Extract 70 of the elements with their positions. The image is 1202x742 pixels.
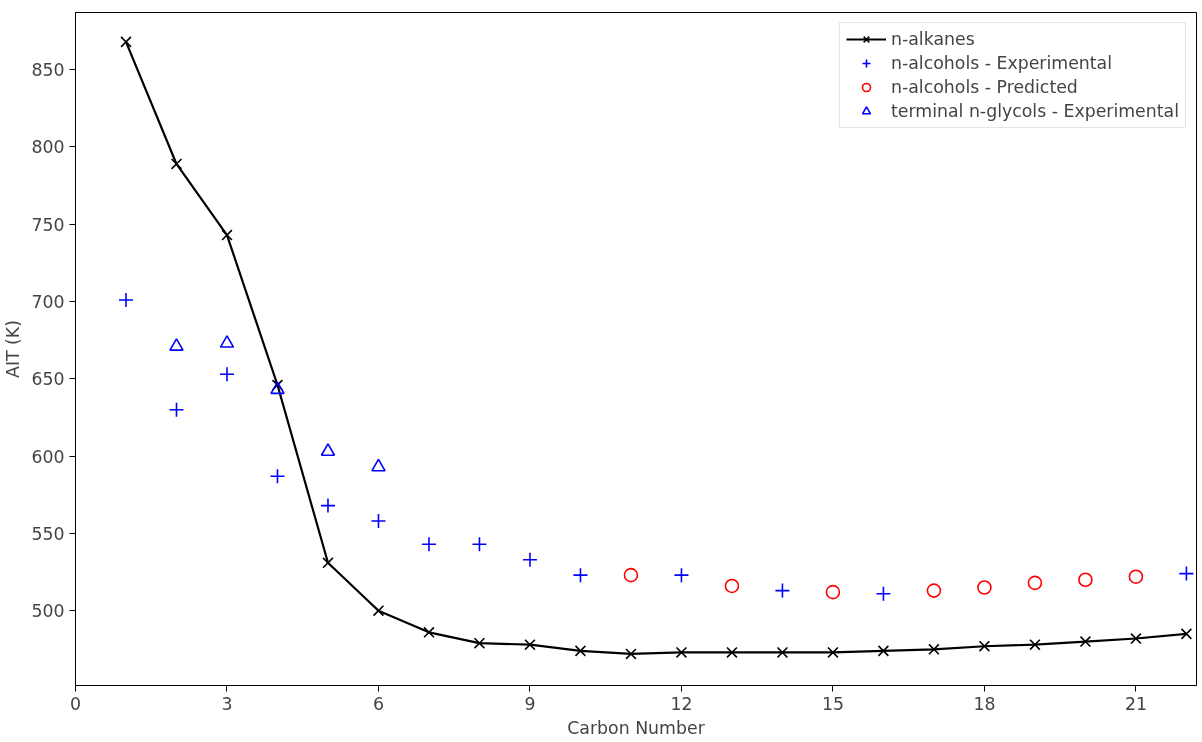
x-tick-label: 3 (221, 693, 233, 714)
point (320, 443, 336, 457)
y-tick-label: 500 (31, 601, 65, 622)
point (169, 338, 184, 351)
y-tick-label: 800 (31, 137, 65, 158)
y-tick-label: 750 (31, 214, 65, 235)
point (322, 557, 334, 569)
point (1180, 628, 1193, 640)
point (219, 334, 235, 348)
point (978, 640, 991, 652)
point (877, 645, 890, 657)
point (219, 366, 235, 382)
point (421, 536, 437, 553)
point (675, 646, 688, 659)
point (726, 646, 738, 659)
point (221, 229, 233, 241)
point (827, 646, 839, 659)
point (977, 580, 992, 595)
point (372, 604, 385, 617)
point (1027, 575, 1043, 591)
point (423, 626, 435, 639)
point (168, 401, 185, 418)
point (170, 158, 183, 170)
point (522, 551, 538, 568)
point (320, 497, 336, 514)
legend-label: n-alcohols - Predicted (891, 77, 1078, 97)
y-tick-label: 600 (31, 446, 65, 467)
y-tick-label: 700 (31, 292, 65, 313)
point (572, 567, 589, 583)
point (574, 645, 587, 657)
point (1178, 565, 1195, 582)
point (926, 583, 942, 598)
point (1079, 635, 1092, 648)
point (270, 381, 285, 395)
point (825, 584, 841, 600)
point (471, 536, 488, 553)
point (928, 643, 940, 656)
x-tick-label: 15 (821, 693, 844, 714)
point (774, 582, 791, 599)
x-axis-title: Carbon Number (567, 717, 706, 738)
point (625, 648, 637, 660)
point (371, 458, 386, 472)
x-tick-label: 6 (372, 693, 384, 714)
x-tick-label: 18 (973, 693, 996, 714)
legend-label: n-alkanes (891, 29, 975, 49)
point (118, 292, 134, 308)
point (724, 578, 740, 594)
x-tick-label: 9 (524, 693, 536, 714)
point (120, 36, 132, 48)
point (473, 637, 486, 649)
y-tick-label: 850 (31, 60, 65, 81)
x-tick-label: 0 (69, 693, 82, 714)
point (1029, 638, 1041, 651)
point (875, 585, 892, 602)
x-tick-label: 21 (1124, 693, 1147, 714)
point (370, 513, 387, 529)
point (269, 468, 286, 485)
x-tick-label: 12 (670, 693, 693, 714)
point (1078, 572, 1093, 588)
point (1130, 632, 1142, 645)
legend-label: terminal n-glycols - Experimental (891, 101, 1179, 121)
point (524, 638, 536, 651)
legend-label: n-alcohols - Experimental (891, 53, 1113, 73)
y-tick-label: 550 (31, 523, 65, 544)
point (1128, 569, 1144, 584)
point (623, 567, 639, 583)
point (673, 567, 690, 583)
y-axis-title: AIT (K) (3, 320, 24, 378)
y-tick-label: 650 (31, 369, 65, 390)
point (776, 646, 789, 659)
